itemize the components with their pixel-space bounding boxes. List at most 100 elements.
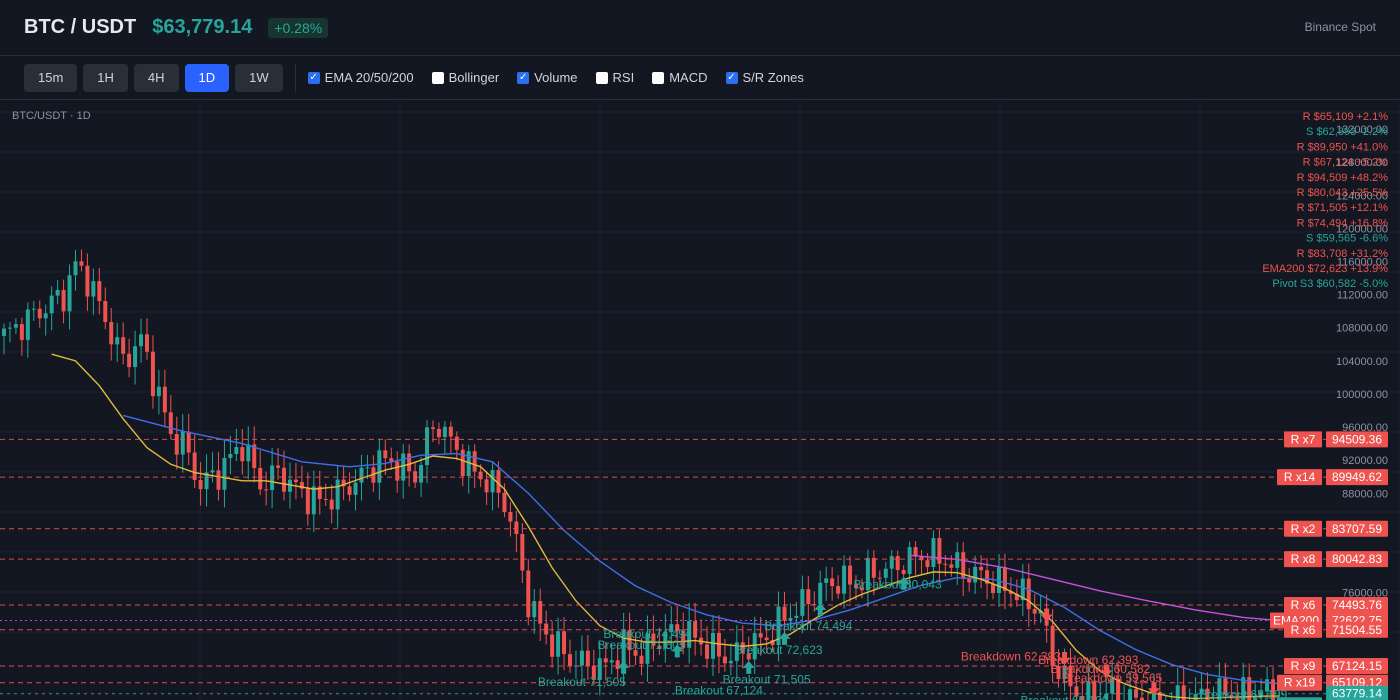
y-tick-label: 96000.00 [1342, 422, 1388, 434]
candle-body [1116, 678, 1121, 700]
candle-body [657, 645, 662, 649]
candle-body [180, 431, 185, 455]
candle-body [1008, 591, 1013, 594]
level-tag [1277, 469, 1322, 486]
annotation-label: Breakout 74,494 [603, 627, 691, 641]
y-tick-label: 132000.00 [1336, 124, 1388, 136]
timeframe-4h-button[interactable]: 4H [133, 63, 179, 92]
price-tag-label: 80042.83 [1332, 552, 1382, 566]
annotation-label: Breakout 65,109 [1199, 688, 1287, 700]
candle-body [55, 289, 60, 296]
candle-body [1247, 677, 1252, 700]
y-tick-label: 136000.00 [1336, 101, 1388, 103]
zone-label: S $59,565 -6.6% [1306, 233, 1388, 245]
candle-body [293, 479, 298, 483]
zone-label: R $65,109 +2.1% [1303, 111, 1389, 123]
candle-body [133, 346, 138, 368]
candle-body [1086, 681, 1091, 700]
candle-body [1253, 697, 1258, 700]
candle-body [276, 465, 281, 468]
candle-body [353, 482, 358, 495]
candle-body [1062, 665, 1067, 680]
toggle-volume[interactable]: ✓ Volume [517, 70, 578, 85]
timeframe-15m-button[interactable]: 15m [24, 63, 78, 92]
annotation-label: Breakout 74,494 [764, 619, 852, 633]
candle-body [627, 630, 632, 651]
candle-body [425, 427, 430, 466]
ema20-line [51, 353, 1279, 700]
bollinger-label: Bollinger [448, 70, 500, 85]
toggle-macd[interactable]: MACD [652, 70, 708, 85]
level-tag [1284, 520, 1322, 537]
y-tick-label: 108000.00 [1336, 323, 1388, 335]
timeframe-1w-button[interactable]: 1W [235, 63, 283, 92]
candle-body [764, 637, 769, 641]
checkbox-macd[interactable] [652, 71, 665, 84]
y-tick-label: 128000.00 [1336, 157, 1388, 169]
zone-label: Pivot S3 $60,582 -5.0% [1272, 278, 1388, 290]
candle-body [853, 584, 858, 588]
toggle-rsi[interactable]: RSI [595, 70, 635, 85]
candle-body [299, 482, 304, 489]
candle-body [1193, 693, 1198, 700]
candle-body [830, 578, 835, 587]
candle-body [556, 631, 561, 657]
candle-body [949, 564, 954, 568]
candle-body [961, 552, 966, 579]
zone-label: R $71,505 +12.1% [1297, 202, 1389, 214]
candle-body [186, 431, 191, 453]
candle-body [472, 451, 477, 472]
toggle-sr-zones[interactable]: ✓ S/R Zones [725, 70, 804, 85]
timeframe-1d-button[interactable]: 1D [184, 63, 230, 92]
candle-body [591, 665, 596, 680]
toolbar-divider [294, 63, 296, 92]
candle-body [496, 470, 501, 493]
checkbox-rsi[interactable] [595, 71, 608, 84]
signal-arrow-down-icon [1040, 608, 1053, 622]
candle-body [1074, 686, 1079, 697]
toggle-bollinger[interactable]: Bollinger [431, 70, 500, 85]
checkbox-volume[interactable]: ✓ [517, 71, 530, 84]
checkbox-bollinger[interactable] [431, 71, 444, 84]
candle-body [1032, 609, 1037, 614]
candle-body [669, 624, 674, 633]
candle-body [377, 450, 382, 483]
price-tag-label: 83707.59 [1332, 522, 1382, 536]
price-tag-label: 89949.62 [1332, 470, 1382, 484]
zone-label: R $67,124 +5.2% [1303, 157, 1389, 169]
candle-body [246, 444, 251, 462]
candle-body [329, 499, 334, 510]
candle-body [430, 427, 435, 429]
candle-body [907, 547, 912, 574]
chart-area[interactable]: 136000.00 132000.00 128000.00 124000.00 1200… [0, 91, 1400, 700]
candle-body [127, 353, 132, 368]
candle-body [991, 583, 996, 594]
candle-body [1014, 593, 1019, 601]
y-tick-label: 116000.00 [1337, 257, 1388, 269]
candle-body [258, 468, 263, 490]
checkbox-ema[interactable]: ✓ [307, 71, 320, 84]
ema50-line [122, 414, 1280, 685]
candle-body [1235, 698, 1240, 700]
level-tag-label: R x2 [1291, 522, 1316, 536]
candle-body [544, 623, 549, 635]
candle-body [1080, 696, 1085, 700]
checkbox-sr-zones[interactable]: ✓ [725, 71, 738, 84]
rsi-label: RSI [612, 70, 635, 85]
candle-body [150, 351, 155, 397]
level-tag [1284, 597, 1322, 614]
signal-arrow-down-icon [1100, 664, 1113, 678]
toggle-ema[interactable]: ✓ EMA 20/50/200 [307, 70, 414, 85]
annotation-label: Breakout 71,505 [597, 638, 685, 652]
candle-body [1265, 679, 1270, 692]
timeframe-1h-button[interactable]: 1H [83, 63, 128, 92]
candle-body [139, 334, 144, 347]
price-tag [1326, 697, 1388, 700]
toolbar: 15m 1H 4H 1D 1W ✓ EMA 20/50/200 Bollinger… [0, 56, 1400, 100]
candle-body [1271, 679, 1276, 700]
price-tag [1326, 658, 1388, 675]
price-chart[interactable]: 136000.00 132000.00 128000.00 124000.00 1200… [0, 91, 1400, 700]
candle-body [270, 465, 275, 491]
price-tag-label: 74493.76 [1332, 598, 1382, 612]
price-tag-label: 62392.64 [1332, 698, 1382, 700]
